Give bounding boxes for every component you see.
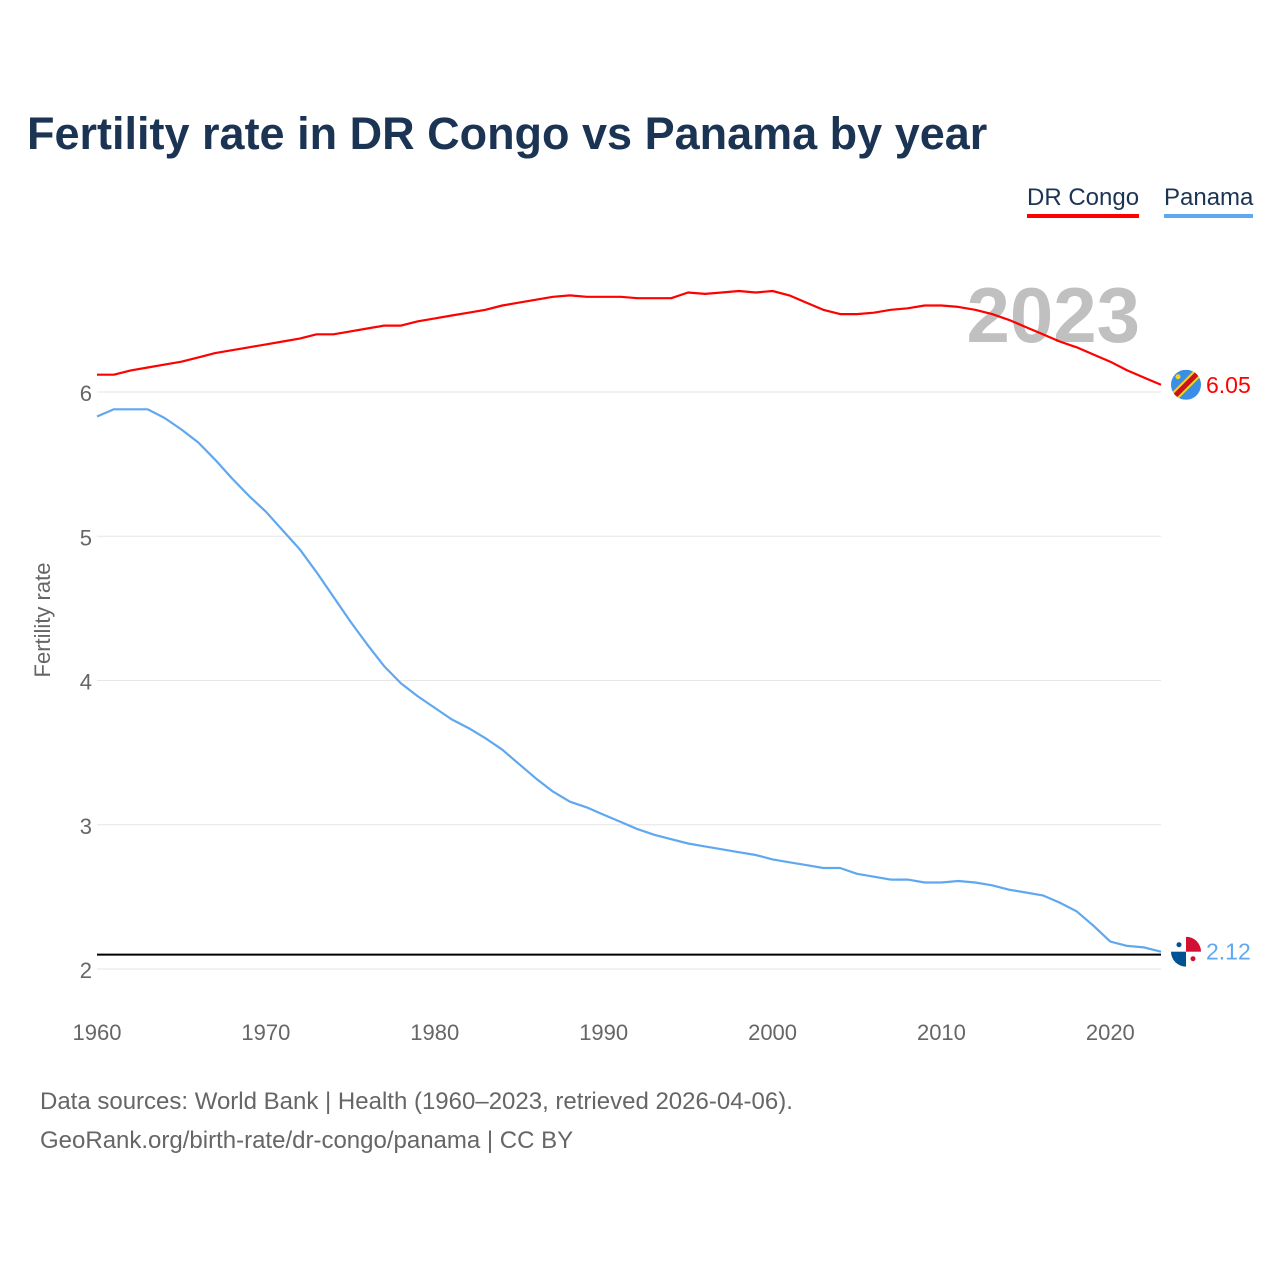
- series-line-panama: [96, 408, 1162, 953]
- flag-blue-quarter: [1171, 951, 1186, 967]
- flag-red-star: [1190, 956, 1196, 962]
- legend-item-dr-congo[interactable]: DR Congo: [1027, 184, 1140, 218]
- legend-item-panama[interactable]: Panama: [1164, 184, 1254, 218]
- flag-body: [1171, 369, 1201, 400]
- end-value-label: 6.05: [1206, 372, 1251, 398]
- flag-red-quarter: [1186, 936, 1201, 952]
- y-tick-label: 6: [80, 381, 92, 406]
- chart-title: Fertility rate in DR Congo vs Panama by …: [27, 108, 988, 159]
- dr-congo-flag-icon: [1171, 369, 1201, 400]
- y-tick-label: 5: [80, 525, 92, 550]
- flag-blue-star: [1176, 942, 1182, 948]
- flag-body: [1171, 936, 1201, 967]
- attribution-link[interactable]: GeoRank.org/birth-rate/dr-congo/panama |…: [40, 1127, 574, 1154]
- panama-flag-icon: [1171, 936, 1201, 967]
- y-tick-label: 4: [80, 670, 92, 695]
- x-tick-label: 2000: [748, 1020, 797, 1045]
- x-tick-label: 1980: [410, 1020, 459, 1045]
- x-tick-label: 2020: [1086, 1020, 1135, 1045]
- flag-star: [1175, 374, 1181, 380]
- y-tick-label: 3: [80, 814, 92, 839]
- end-value-label: 2.12: [1206, 939, 1251, 965]
- data-source-text: Data sources: World Bank | Health (1960–…: [40, 1088, 793, 1115]
- x-tick-label: 1960: [73, 1020, 122, 1045]
- x-tick-label: 2010: [917, 1020, 966, 1045]
- x-tick-label: 1970: [241, 1020, 290, 1045]
- x-tick-label: 1990: [579, 1020, 628, 1045]
- series-line-dr-congo: [97, 289, 1162, 386]
- y-axis-label: Fertility rate: [30, 563, 55, 678]
- y-tick-label: 2: [80, 958, 92, 983]
